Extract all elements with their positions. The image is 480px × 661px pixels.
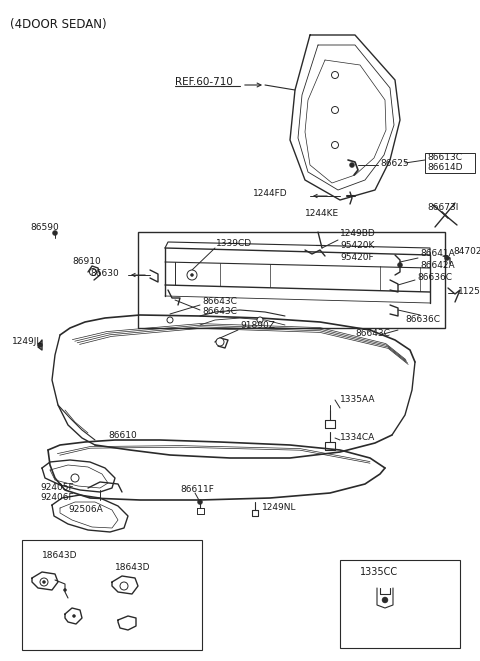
Circle shape xyxy=(43,580,46,584)
Circle shape xyxy=(397,262,403,268)
Text: 86641A: 86641A xyxy=(420,249,455,258)
Text: 86625: 86625 xyxy=(380,159,408,167)
Circle shape xyxy=(120,582,128,590)
Bar xyxy=(22,540,202,650)
Circle shape xyxy=(332,141,338,149)
Circle shape xyxy=(216,338,224,346)
Circle shape xyxy=(349,163,355,167)
Text: 91890Z: 91890Z xyxy=(240,321,275,330)
Text: 18643D: 18643D xyxy=(115,563,151,572)
Text: 18643D: 18643D xyxy=(42,551,77,559)
Bar xyxy=(138,232,445,328)
Circle shape xyxy=(89,268,96,276)
Circle shape xyxy=(444,256,449,260)
Text: 1335AA: 1335AA xyxy=(340,395,375,405)
Text: 1339CD: 1339CD xyxy=(216,239,252,247)
Circle shape xyxy=(37,342,43,348)
Circle shape xyxy=(71,474,79,482)
Text: 86910: 86910 xyxy=(72,258,101,266)
Text: 86613C: 86613C xyxy=(427,153,462,161)
Text: 95420F: 95420F xyxy=(340,253,373,262)
Text: 86590: 86590 xyxy=(30,223,59,233)
Bar xyxy=(340,560,460,648)
Text: 86636C: 86636C xyxy=(417,272,452,282)
Text: 1249BD: 1249BD xyxy=(340,229,376,237)
Bar xyxy=(425,153,475,173)
Circle shape xyxy=(187,270,197,280)
Text: 1249JL: 1249JL xyxy=(12,338,42,346)
Text: (4DOOR SEDAN): (4DOOR SEDAN) xyxy=(10,18,107,31)
Text: 86642A: 86642A xyxy=(420,260,455,270)
Text: 86611F: 86611F xyxy=(180,485,214,494)
Text: REF.60-710: REF.60-710 xyxy=(175,77,233,87)
Text: 1335CC: 1335CC xyxy=(360,567,398,577)
Text: 95420K: 95420K xyxy=(340,241,374,249)
Circle shape xyxy=(382,597,388,603)
Text: 86643C: 86643C xyxy=(202,297,237,307)
Circle shape xyxy=(191,274,193,276)
Text: 86636C: 86636C xyxy=(405,315,440,325)
Text: 1249NL: 1249NL xyxy=(262,502,297,512)
Text: 84702: 84702 xyxy=(453,247,480,256)
Text: 1125KP: 1125KP xyxy=(458,288,480,297)
Text: 92405F: 92405F xyxy=(40,483,73,492)
Circle shape xyxy=(332,106,338,114)
Circle shape xyxy=(332,71,338,79)
Text: 86673I: 86673I xyxy=(427,204,458,212)
Text: 86614D: 86614D xyxy=(427,163,463,173)
Circle shape xyxy=(63,588,67,592)
Text: 86643C: 86643C xyxy=(202,307,237,317)
Circle shape xyxy=(167,317,173,323)
Circle shape xyxy=(72,615,75,617)
Text: 92506A: 92506A xyxy=(68,506,103,514)
Circle shape xyxy=(257,317,263,323)
Text: 1244FD: 1244FD xyxy=(253,190,288,198)
Circle shape xyxy=(40,578,48,586)
Text: 92406F: 92406F xyxy=(40,494,73,502)
Circle shape xyxy=(197,500,203,504)
Text: 86630: 86630 xyxy=(90,268,119,278)
Text: 1244KE: 1244KE xyxy=(305,208,339,217)
Text: 86643C: 86643C xyxy=(355,329,390,338)
Text: 86610: 86610 xyxy=(108,430,137,440)
Circle shape xyxy=(52,231,58,235)
Text: 1334CA: 1334CA xyxy=(340,434,375,442)
